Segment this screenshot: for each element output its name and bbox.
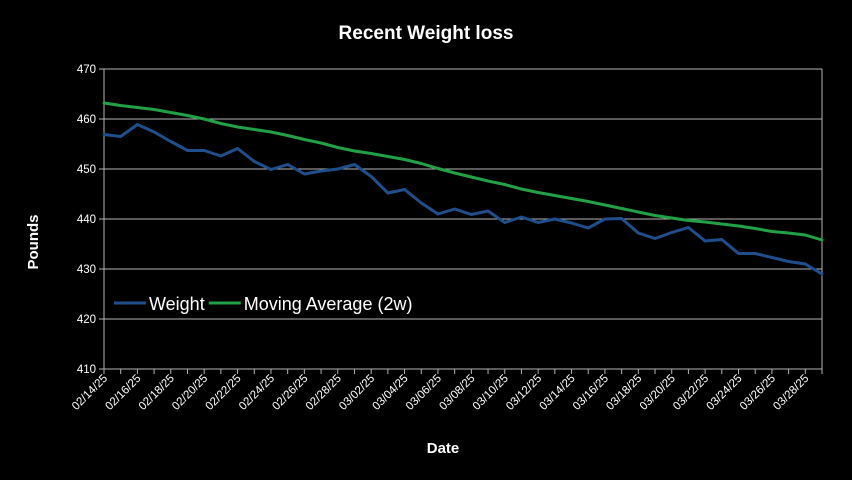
series-lines xyxy=(102,101,824,276)
y-tick-label: 440 xyxy=(77,214,96,226)
y-tick-label: 450 xyxy=(77,164,96,176)
series-line xyxy=(102,123,824,276)
y-tick-label: 430 xyxy=(77,264,96,276)
y-axis-title: Pounds xyxy=(25,215,42,270)
y-tick-label: 420 xyxy=(77,314,96,326)
x-axis-title: Date xyxy=(427,440,460,457)
series-line xyxy=(102,101,824,242)
y-tick-label: 470 xyxy=(77,64,96,76)
legend-label: Weight xyxy=(149,294,205,314)
chart-title: Recent Weight loss xyxy=(339,23,514,44)
y-tick-label: 460 xyxy=(77,114,96,126)
legend-label: Moving Average (2w) xyxy=(244,294,413,314)
y-tick-label: 410 xyxy=(77,364,96,376)
legend: Weight Moving Average (2w) xyxy=(114,294,412,314)
y-axis-ticks: 410 420 430 440 450 460 470 xyxy=(77,64,104,376)
